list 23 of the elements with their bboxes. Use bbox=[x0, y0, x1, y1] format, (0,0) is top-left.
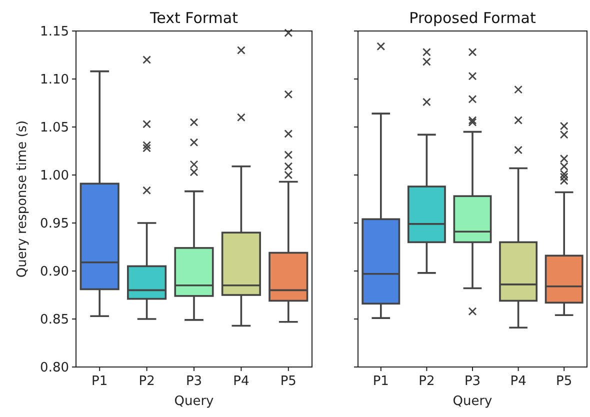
y-tick-label: 1.00 bbox=[40, 168, 69, 184]
y-tick-label: 0.85 bbox=[40, 312, 69, 328]
y-tick-label: 0.90 bbox=[40, 264, 69, 280]
chart-title: Proposed Format bbox=[409, 9, 536, 27]
y-tick-label: 1.10 bbox=[40, 72, 69, 88]
x-tick-label: P1 bbox=[92, 374, 108, 389]
x-tick-label: P5 bbox=[280, 374, 296, 389]
y-tick-label: 1.05 bbox=[40, 120, 69, 136]
x-tick-label: P2 bbox=[418, 374, 435, 389]
x-tick-label: P3 bbox=[186, 374, 202, 389]
y-tick-label: 1.15 bbox=[40, 24, 69, 40]
x-tick-label: P5 bbox=[556, 374, 572, 389]
x-tick-label: P4 bbox=[233, 374, 250, 389]
x-tick-label: P3 bbox=[464, 374, 481, 389]
x-tick-label: P4 bbox=[510, 374, 526, 389]
chart-title: Text Format bbox=[149, 9, 238, 27]
x-axis-title: Query bbox=[452, 394, 493, 409]
y-tick-label: 0.95 bbox=[40, 216, 69, 232]
x-axis-title: Query bbox=[174, 394, 214, 409]
y-tick-label: 0.80 bbox=[40, 360, 69, 376]
x-tick-label: P2 bbox=[138, 374, 155, 389]
x-tick-label: P1 bbox=[372, 374, 389, 389]
y-axis-title: Query response time (s) bbox=[15, 120, 30, 278]
